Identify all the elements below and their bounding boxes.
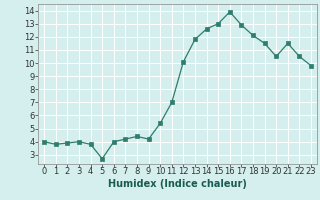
X-axis label: Humidex (Indice chaleur): Humidex (Indice chaleur) [108,179,247,189]
